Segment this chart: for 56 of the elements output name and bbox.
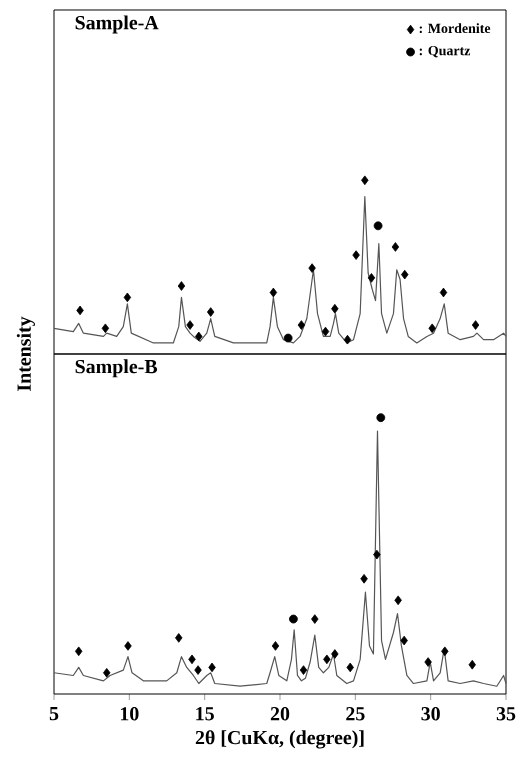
point — [269, 287, 278, 298]
x-axis-title: 2θ [CuKα, (degree)] — [195, 730, 364, 749]
point — [194, 665, 202, 675]
point — [439, 287, 448, 298]
point — [101, 323, 110, 334]
point — [360, 573, 368, 584]
point — [394, 595, 402, 606]
point — [441, 646, 449, 657]
point — [331, 303, 339, 314]
point — [75, 646, 83, 657]
point — [373, 221, 383, 231]
point — [391, 242, 400, 252]
point — [376, 413, 386, 423]
point — [186, 320, 194, 330]
x-tick-label: 30 — [421, 707, 440, 721]
point — [352, 250, 360, 260]
point — [206, 307, 215, 317]
point — [299, 665, 308, 675]
point — [311, 614, 319, 624]
point — [321, 326, 330, 337]
point — [308, 263, 316, 273]
point — [343, 334, 352, 345]
point — [289, 614, 298, 624]
chart-title: Sample-B — [75, 359, 158, 378]
point — [424, 657, 432, 667]
x-tick-label: 25 — [346, 707, 365, 721]
point — [400, 635, 408, 646]
chart-title: Sample-A — [75, 15, 159, 34]
point — [323, 654, 331, 665]
point — [331, 649, 339, 659]
point — [175, 633, 183, 643]
point — [346, 662, 354, 673]
point — [124, 641, 132, 651]
point — [468, 659, 476, 670]
point — [123, 292, 132, 303]
point — [271, 641, 280, 651]
point — [76, 305, 84, 316]
point — [471, 320, 480, 330]
point — [188, 654, 196, 665]
x-tick-label: 35 — [496, 707, 516, 721]
point — [361, 175, 369, 186]
point — [103, 667, 111, 678]
y-axis-title: Intensity — [16, 316, 35, 391]
point — [373, 549, 381, 560]
point — [208, 662, 216, 673]
point — [177, 281, 186, 291]
point — [428, 323, 436, 334]
point — [401, 269, 409, 280]
x-tick-label: 5 — [49, 707, 59, 721]
point — [195, 331, 203, 342]
x-tick-label: 15 — [196, 707, 214, 721]
point — [297, 320, 306, 330]
x-tick-label: 20 — [270, 707, 290, 721]
point — [283, 333, 293, 343]
point — [367, 273, 376, 283]
x-tick-label: 10 — [120, 707, 139, 721]
